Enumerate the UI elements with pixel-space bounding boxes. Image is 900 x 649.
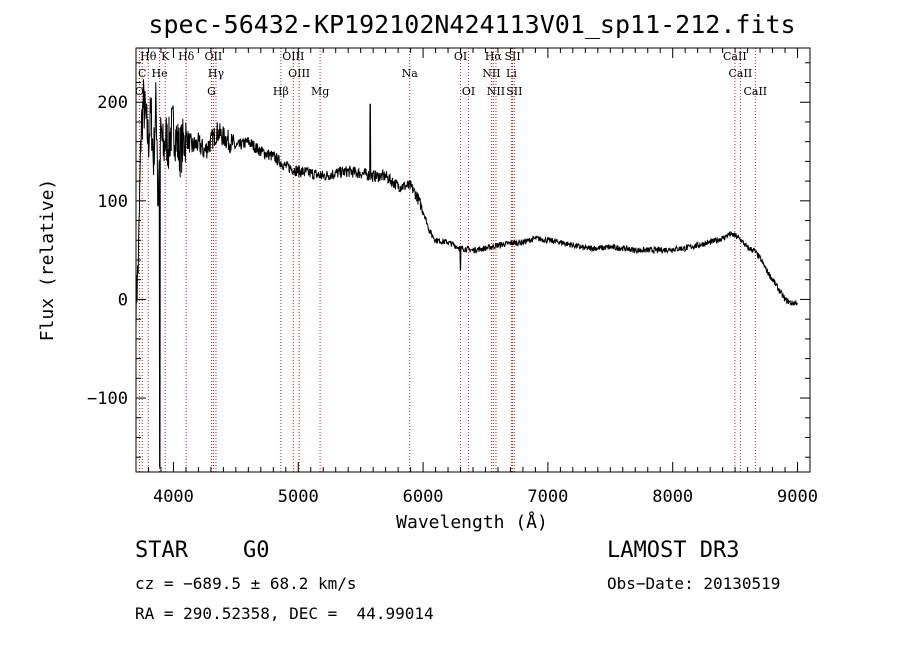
spectral-line-label: OIII — [288, 67, 310, 80]
y-tick-label: 100 — [97, 192, 128, 212]
spectral-line-label: Hθ — [140, 50, 157, 63]
x-tick-label: 7000 — [527, 487, 568, 507]
spectral-line-label: OI — [462, 85, 475, 98]
x-tick-label: 5000 — [278, 487, 319, 507]
spectrum-line — [135, 79, 798, 468]
spectral-line-label: NII — [487, 85, 505, 98]
spectral-line-label: Hδ — [178, 50, 195, 63]
spectral-line-label: Hγ — [208, 67, 225, 80]
x-tick-label: 8000 — [652, 487, 693, 507]
spectral-line-label: Li — [506, 67, 517, 80]
spectral-line-label: C — [138, 67, 146, 80]
y-tick-label: 0 — [118, 290, 128, 310]
y-tick-label: 200 — [97, 93, 128, 113]
y-tick-label: −100 — [87, 389, 128, 409]
x-tick-label: 6000 — [403, 487, 444, 507]
spectral-line-label: G — [207, 85, 216, 98]
spectral-line-label: Hα — [485, 50, 503, 63]
x-axis-ticks: 4000 5000 6000 7000 8000 9000 — [147, 48, 818, 507]
spectral-line-label: OII — [205, 50, 223, 63]
spectral-line-label: Na — [402, 67, 419, 80]
spectral-line-label: CaII — [743, 85, 767, 98]
object-class: STAR — [135, 538, 188, 563]
spectrum-chart: spec-56432-KP192102N424113V01_sp11-212.f… — [37, 10, 818, 533]
spectral-line-label: CaII — [729, 67, 753, 80]
chart-title: spec-56432-KP192102N424113V01_sp11-212.f… — [148, 10, 795, 39]
spectral-line-label: NII — [482, 67, 500, 80]
spectral-line-label: Mg — [311, 85, 329, 98]
spectral-line-label: SII — [506, 85, 522, 98]
spectral-line-label: OI — [454, 50, 467, 63]
x-tick-label: 9000 — [777, 487, 818, 507]
spectral-line-label: CaII — [723, 50, 747, 63]
x-tick-label: 4000 — [153, 487, 194, 507]
obs-date-text: Obs−Date: 20130519 — [607, 574, 781, 593]
spectral-line-label: He — [152, 67, 168, 80]
spectral-line-label: K — [161, 50, 170, 63]
y-axis-ticks: −100 0 100 200 — [87, 62, 810, 458]
spectral-line-label: Hβ — [273, 85, 289, 98]
survey-name: LAMOST DR3 — [607, 538, 740, 563]
x-axis-label: Wavelength (Å) — [396, 511, 548, 533]
plot-frame — [135, 47, 811, 473]
y-axis-label: Flux (relative) — [37, 179, 58, 342]
spectral-line-label: O — [135, 85, 144, 98]
coordinates-text: RA = 290.52358, DEC = 44.99014 — [135, 604, 434, 623]
object-subclass: G0 — [243, 538, 270, 563]
velocity-text: cz = −689.5 ± 68.2 km/s — [135, 574, 357, 593]
spectral-line-label: OIII — [282, 50, 304, 63]
spectral-line-markers — [138, 48, 756, 472]
spectral-line-label: SII — [504, 50, 520, 63]
